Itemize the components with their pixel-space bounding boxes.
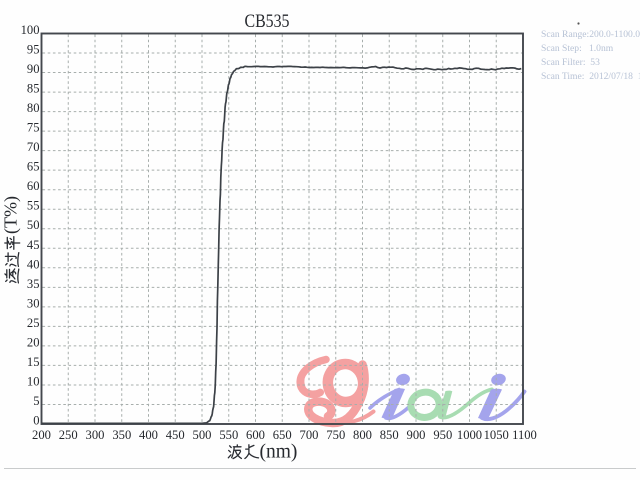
- svg-text:550: 550: [219, 428, 238, 442]
- svg-text:850: 850: [380, 428, 399, 442]
- svg-text:50: 50: [27, 218, 40, 232]
- svg-text:500: 500: [193, 428, 212, 442]
- svg-text:95: 95: [27, 43, 40, 57]
- svg-text:750: 750: [326, 428, 345, 442]
- svg-text:0: 0: [33, 414, 39, 428]
- svg-text:40: 40: [27, 257, 40, 271]
- svg-text:600: 600: [246, 428, 265, 442]
- svg-text:15: 15: [27, 355, 40, 369]
- svg-text:1100: 1100: [512, 428, 537, 442]
- svg-text:Scan Time: 2012/07/18 16: Scan Time: 2012/07/18 16: [541, 71, 640, 82]
- svg-text:950: 950: [433, 428, 452, 442]
- svg-text:5: 5: [33, 394, 39, 408]
- svg-text:800: 800: [353, 428, 372, 442]
- svg-text:35: 35: [27, 277, 40, 291]
- svg-text:Scan Step: 1.0nm: Scan Step: 1.0nm: [541, 43, 614, 54]
- svg-text:300: 300: [86, 428, 105, 442]
- svg-text:1000: 1000: [457, 428, 482, 442]
- svg-text:25: 25: [27, 316, 40, 330]
- svg-text:(T%): (T%): [1, 196, 22, 234]
- svg-text:350: 350: [112, 428, 131, 442]
- svg-text:45: 45: [27, 238, 40, 252]
- svg-text:400: 400: [139, 428, 158, 442]
- svg-text:100: 100: [21, 23, 40, 37]
- svg-text:80: 80: [27, 101, 40, 115]
- svg-text:20: 20: [27, 335, 40, 349]
- svg-text:75: 75: [27, 121, 40, 135]
- svg-text:30: 30: [27, 296, 40, 310]
- svg-text:450: 450: [166, 428, 185, 442]
- svg-text:CB535: CB535: [245, 11, 290, 32]
- svg-text:650: 650: [273, 428, 292, 442]
- svg-text:Scan Filter: 53: Scan Filter: 53: [541, 57, 600, 68]
- svg-text:Scan Range:200.0-1100.0nm: Scan Range:200.0-1100.0nm: [541, 29, 640, 40]
- svg-text:65: 65: [27, 160, 40, 174]
- svg-text:250: 250: [59, 428, 78, 442]
- svg-text:1050: 1050: [484, 428, 509, 442]
- svg-text:55: 55: [27, 199, 40, 213]
- svg-text:85: 85: [27, 82, 40, 96]
- svg-text:900: 900: [407, 428, 426, 442]
- svg-text:60: 60: [27, 179, 40, 193]
- svg-text:70: 70: [27, 140, 40, 154]
- svg-text:(nm): (nm): [260, 442, 298, 463]
- svg-text:10: 10: [27, 374, 40, 388]
- svg-text:700: 700: [300, 428, 319, 442]
- svg-text:90: 90: [27, 62, 40, 76]
- svg-text:200: 200: [32, 428, 51, 442]
